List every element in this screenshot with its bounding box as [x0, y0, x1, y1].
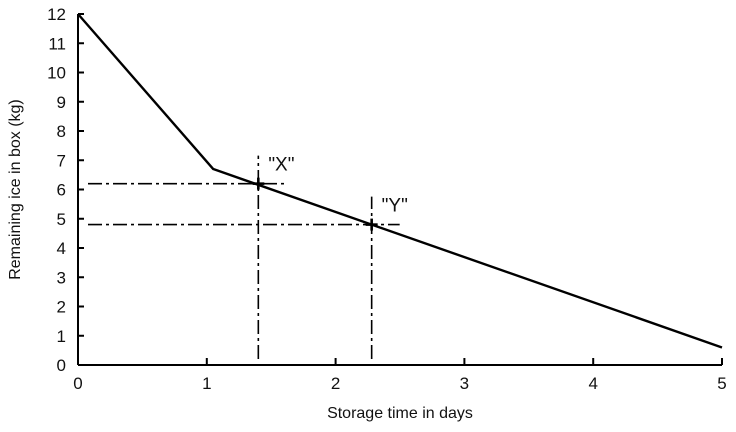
x-axis-title: Storage time in days — [327, 405, 473, 422]
y-tick-label: 9 — [57, 93, 66, 112]
x-tick-label: 4 — [588, 374, 597, 393]
annotation-label: "Y" — [382, 196, 408, 217]
y-axis-title: Remaining ice in box (kg) — [7, 99, 24, 280]
series-layer — [77, 13, 723, 349]
y-tick-label: 1 — [57, 327, 66, 346]
y-tick-label: 5 — [57, 210, 66, 229]
series-line — [77, 13, 723, 349]
y-tick-label: 12 — [47, 5, 66, 24]
x-tick-label: 2 — [331, 374, 340, 393]
annotations: "X" "Y" — [252, 155, 408, 231]
y-tick-label: 6 — [57, 181, 66, 200]
x-tick-label: 0 — [73, 374, 82, 393]
y-tick-label: 3 — [57, 268, 66, 287]
y-tick-label: 11 — [48, 34, 66, 53]
annotation-label: "X" — [268, 155, 294, 176]
reference-lines — [88, 155, 400, 359]
y-tick-label: 7 — [57, 151, 66, 170]
x-ticks: 0 1 2 3 4 5 — [73, 358, 727, 393]
y-tick-label: 0 — [57, 356, 66, 375]
y-tick-label: 2 — [57, 298, 66, 317]
x-tick-label: 1 — [202, 374, 211, 393]
y-tick-label: 4 — [57, 239, 66, 258]
x-tick-label: 3 — [460, 374, 469, 393]
y-tick-label: 10 — [47, 64, 66, 83]
x-tick-label: 5 — [717, 374, 726, 393]
y-tick-label: 8 — [57, 122, 66, 141]
